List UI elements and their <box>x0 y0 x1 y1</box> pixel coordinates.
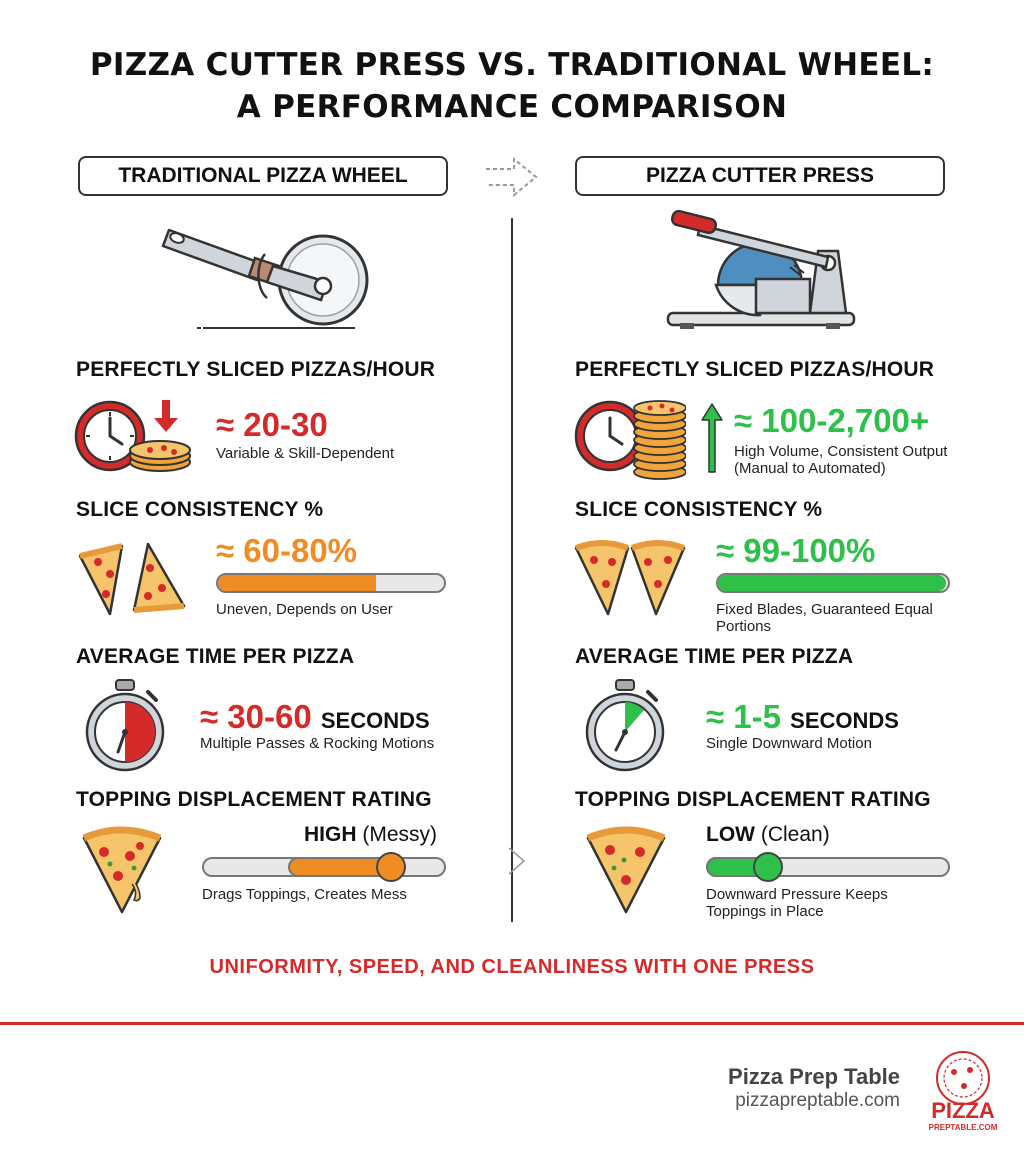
tagline: UNIFORMITY, SPEED, AND CLEANLINESS WITH … <box>209 956 815 978</box>
right-displacement-note-1: Downward Pressure Keeps <box>706 886 888 903</box>
footer-divider <box>0 1022 1024 1025</box>
pizza-wheel-icon <box>161 228 369 329</box>
clean-pizza-slice-icon <box>586 826 666 914</box>
clock-pizza-icon <box>74 400 191 472</box>
logo-word: PIZZA <box>931 1098 995 1123</box>
left-pizzas-per-hour-note: Variable & Skill-Dependent <box>216 445 395 462</box>
left-displacement-knob <box>376 852 407 882</box>
logo-sub: PREPTABLE.COM <box>929 1123 998 1132</box>
right-displacement-level-note: (Clean) <box>760 823 830 846</box>
right-displacement-slider <box>706 852 950 882</box>
left-displacement-level-note: (Messy) <box>362 823 438 846</box>
left-time-label: AVERAGE TIME PER PIZZA <box>76 645 355 668</box>
right-consistency-label: SLICE CONSISTENCY % <box>575 498 823 521</box>
footer-brand-name: Pizza Prep Table <box>728 1064 900 1089</box>
page-title: PIZZA CUTTER PRESS VS. TRADITIONAL WHEEL… <box>0 44 1024 128</box>
chevron-right-icon <box>508 847 526 875</box>
right-displacement-note-2: Toppings in Place <box>706 903 824 920</box>
stopwatch-icon <box>85 679 165 772</box>
left-column-header: TRADITIONAL PIZZA WHEEL <box>78 156 448 196</box>
right-time-number: ≈ 1-5 <box>706 698 781 735</box>
right-time-value: ≈ 1-5 SECONDS <box>706 698 899 740</box>
pizza-press-icon <box>666 209 856 329</box>
stopwatch-fast-icon <box>585 679 665 772</box>
title-line-2: A PERFORMANCE COMPARISON <box>236 89 788 125</box>
right-displacement-label: TOPPING DISPLACEMENT RATING <box>575 788 931 811</box>
right-displacement-level-word: LOW <box>706 823 755 846</box>
title-line-1: PIZZA CUTTER PRESS VS. TRADITIONAL WHEEL… <box>89 47 935 83</box>
right-time-label: AVERAGE TIME PER PIZZA <box>575 645 854 668</box>
right-pizzas-per-hour-label: PERFECTLY SLICED PIZZAS/HOUR <box>575 358 935 381</box>
left-displacement-level: HIGH (Messy) <box>304 823 437 847</box>
right-displacement-knob <box>753 852 783 882</box>
left-time-note: Multiple Passes & Rocking Motions <box>200 735 435 752</box>
left-displacement-label: TOPPING DISPLACEMENT RATING <box>76 788 432 811</box>
messy-pizza-slice-icon <box>82 826 162 914</box>
clock-pizza-stack-icon <box>574 400 686 480</box>
left-consistency-value: ≈ 60-80% <box>216 532 358 569</box>
down-arrow-icon <box>154 400 178 432</box>
left-displacement-level-word: HIGH <box>304 823 357 846</box>
right-consistency-bar <box>716 573 950 593</box>
left-time-number: ≈ 30-60 <box>200 698 312 735</box>
right-consistency-note-2: Portions <box>716 618 772 635</box>
left-displacement-slider <box>202 852 446 882</box>
right-pizzas-per-hour-value: ≈ 100-2,700+ <box>734 402 930 439</box>
right-consistency-value: ≈ 99-100% <box>716 532 876 569</box>
even-pizza-slices-icon <box>574 540 686 616</box>
right-time-note: Single Downward Motion <box>706 735 872 752</box>
footer-brand-url[interactable]: pizzapreptable.com <box>735 1090 900 1111</box>
right-consistency-note-1: Fixed Blades, Guaranteed Equal <box>716 601 933 618</box>
up-arrow-icon <box>701 403 723 473</box>
left-time-value: ≈ 30-60 SECONDS <box>200 698 430 740</box>
arrow-right-icon <box>486 156 538 198</box>
right-column-header: PIZZA CUTTER PRESS <box>575 156 945 196</box>
left-consistency-note: Uneven, Depends on User <box>216 601 393 618</box>
right-displacement-level: LOW (Clean) <box>706 823 830 847</box>
right-time-unit: SECONDS <box>790 708 899 733</box>
pizza-slice-icon <box>78 542 186 616</box>
left-pizzas-per-hour-value: ≈ 20-30 <box>216 406 328 443</box>
column-divider <box>511 218 513 922</box>
right-consistency-bar-fill <box>718 575 946 591</box>
left-time-unit: SECONDS <box>320 708 430 733</box>
left-consistency-bar <box>216 573 446 593</box>
left-displacement-note: Drags Toppings, Creates Mess <box>202 886 407 903</box>
right-pizzas-per-hour-note-1: High Volume, Consistent Output <box>734 443 948 460</box>
left-consistency-label: SLICE CONSISTENCY % <box>76 498 324 521</box>
right-pizzas-per-hour-note-2: (Manual to Automated) <box>734 460 886 477</box>
pizza-logo-icon: PIZZA PREPTABLE.COM <box>929 1051 998 1132</box>
left-consistency-bar-fill <box>218 575 377 591</box>
left-pizzas-per-hour-label: PERFECTLY SLICED PIZZAS/HOUR <box>76 358 436 381</box>
